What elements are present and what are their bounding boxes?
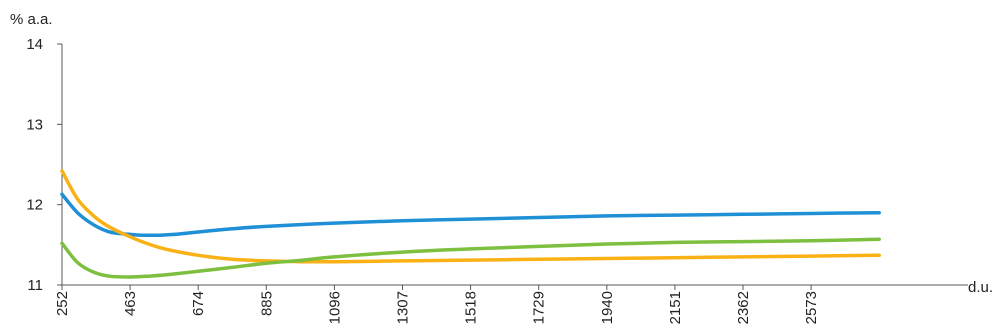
y-axis-unit-label: % a.a. bbox=[10, 11, 53, 28]
y-tick-label: 12 bbox=[26, 197, 43, 214]
y-tick-label: 13 bbox=[26, 116, 43, 133]
y-tick-label: 11 bbox=[27, 277, 43, 294]
x-axis-unit-label: d.u. bbox=[968, 279, 993, 296]
x-tick-label: 1940 bbox=[599, 291, 616, 324]
x-tick-label: 1518 bbox=[463, 291, 480, 324]
x-tick-label: 2362 bbox=[735, 291, 752, 324]
x-tick-label: 463 bbox=[122, 291, 139, 316]
x-tick-label: 885 bbox=[258, 291, 275, 316]
x-tick-label: 1307 bbox=[395, 291, 412, 324]
x-tick-label: 252 bbox=[54, 291, 71, 316]
series-layer bbox=[60, 169, 881, 279]
series-line-green bbox=[60, 237, 881, 279]
series-line-blue bbox=[60, 192, 881, 238]
x-axis-ticks: 252 463 674 885 1096 1307 1518 1729 1940 2151 2362… bbox=[54, 285, 820, 324]
y-axis-ticks: 11 12 13 14 bbox=[26, 36, 62, 294]
x-tick-label: 2151 bbox=[667, 291, 684, 324]
x-tick-label: 1096 bbox=[326, 291, 343, 324]
y-tick-label: 14 bbox=[26, 36, 43, 53]
x-tick-label: 1729 bbox=[531, 291, 548, 324]
x-tick-label: 2573 bbox=[803, 291, 820, 324]
x-tick-label: 674 bbox=[190, 291, 207, 316]
